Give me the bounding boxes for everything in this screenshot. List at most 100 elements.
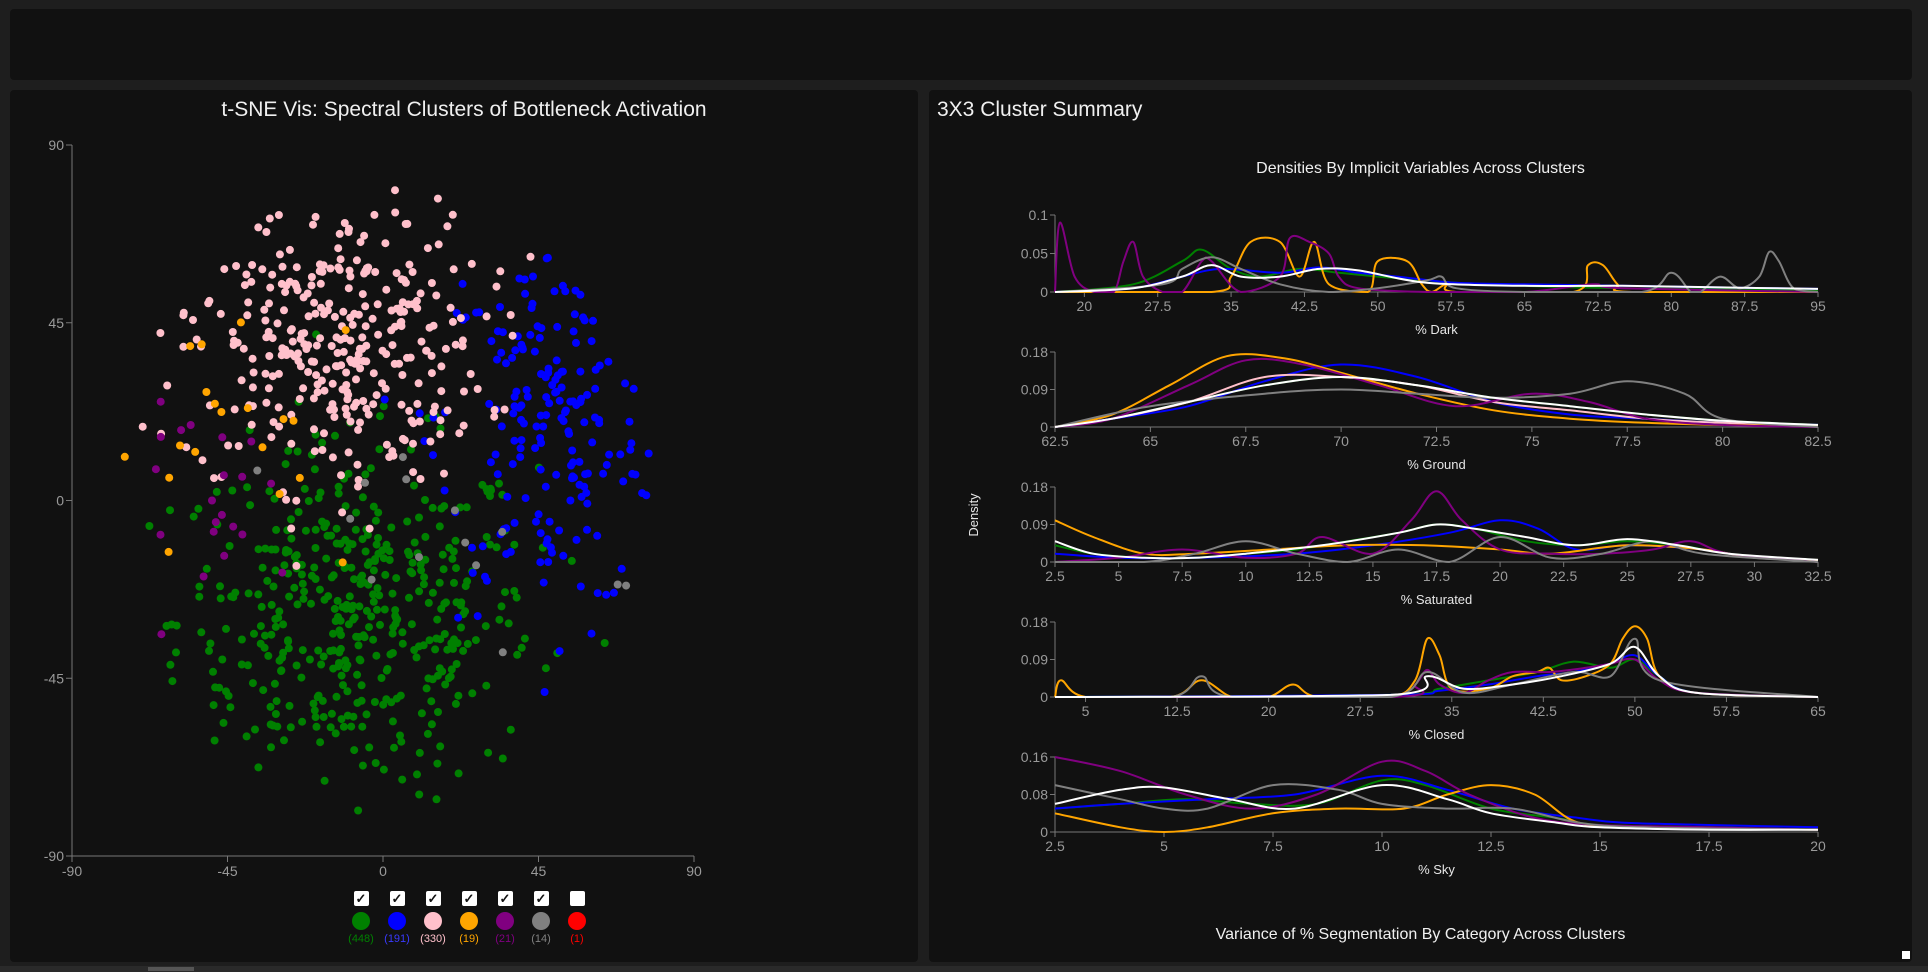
data-point[interactable] <box>435 522 444 531</box>
data-point[interactable] <box>518 343 527 352</box>
data-point[interactable] <box>510 540 519 549</box>
data-point[interactable] <box>388 341 397 350</box>
data-point[interactable] <box>312 371 321 380</box>
data-point[interactable] <box>405 551 414 559</box>
data-point[interactable] <box>326 264 335 273</box>
data-point[interactable] <box>432 291 441 300</box>
data-point[interactable] <box>396 731 404 740</box>
data-point[interactable] <box>331 729 340 738</box>
data-point[interactable] <box>278 568 287 577</box>
data-point[interactable] <box>431 645 440 654</box>
data-point[interactable] <box>391 208 400 217</box>
data-point[interactable] <box>346 313 355 322</box>
data-point[interactable] <box>243 483 252 492</box>
data-point[interactable] <box>358 571 367 580</box>
data-point[interactable] <box>576 367 585 376</box>
data-point[interactable] <box>356 238 365 247</box>
data-point[interactable] <box>487 337 496 346</box>
data-point[interactable] <box>348 540 357 549</box>
data-point[interactable] <box>427 369 436 378</box>
data-point[interactable] <box>602 590 611 599</box>
data-point[interactable] <box>436 742 445 751</box>
legend-color-swatch[interactable] <box>460 912 478 930</box>
data-point[interactable] <box>208 496 216 505</box>
data-point[interactable] <box>229 522 238 531</box>
data-point[interactable] <box>450 506 459 515</box>
data-point[interactable] <box>358 493 367 502</box>
data-point[interactable] <box>587 629 596 638</box>
density-curve[interactable] <box>1054 236 1818 294</box>
data-point[interactable] <box>626 445 635 454</box>
data-point[interactable] <box>331 431 339 440</box>
data-point[interactable] <box>280 561 289 570</box>
data-point[interactable] <box>271 615 280 623</box>
data-point[interactable] <box>275 490 284 498</box>
data-point[interactable] <box>247 420 256 429</box>
data-point[interactable] <box>580 316 589 325</box>
data-point[interactable] <box>260 305 269 314</box>
data-point[interactable] <box>440 599 449 608</box>
data-point[interactable] <box>371 268 380 276</box>
data-point[interactable] <box>206 639 215 648</box>
data-point[interactable] <box>314 646 323 655</box>
data-point[interactable] <box>504 619 513 628</box>
data-point[interactable] <box>490 406 499 414</box>
data-point[interactable] <box>337 631 345 639</box>
data-point[interactable] <box>166 506 174 515</box>
data-point[interactable] <box>268 334 277 343</box>
data-point[interactable] <box>367 575 376 584</box>
data-point[interactable] <box>353 460 362 469</box>
data-point[interactable] <box>457 623 465 632</box>
data-point[interactable] <box>497 422 506 431</box>
data-point[interactable] <box>256 622 265 631</box>
data-point[interactable] <box>568 446 577 455</box>
data-point[interactable] <box>327 531 336 540</box>
data-point[interactable] <box>316 738 325 747</box>
data-point[interactable] <box>511 346 520 355</box>
data-point[interactable] <box>446 672 455 681</box>
data-point[interactable] <box>320 776 329 785</box>
data-point[interactable] <box>266 702 275 711</box>
legend-color-swatch[interactable] <box>388 912 406 930</box>
data-point[interactable] <box>242 732 251 741</box>
data-point[interactable] <box>379 402 388 411</box>
data-point[interactable] <box>343 395 352 404</box>
data-point[interactable] <box>271 566 280 575</box>
data-point[interactable] <box>619 477 628 486</box>
data-point[interactable] <box>352 508 361 517</box>
data-point[interactable] <box>552 356 561 365</box>
data-point[interactable] <box>344 448 353 457</box>
data-point[interactable] <box>593 589 602 598</box>
data-point[interactable] <box>370 557 379 565</box>
data-point[interactable] <box>292 551 301 560</box>
data-point[interactable] <box>270 494 279 503</box>
data-point[interactable] <box>247 437 256 446</box>
data-point[interactable] <box>322 365 331 374</box>
data-point[interactable] <box>604 357 613 366</box>
data-point[interactable] <box>369 597 378 606</box>
data-point[interactable] <box>310 563 319 572</box>
data-point[interactable] <box>311 212 320 221</box>
data-point[interactable] <box>486 492 494 500</box>
data-point[interactable] <box>427 351 436 360</box>
data-point[interactable] <box>385 453 394 461</box>
data-point[interactable] <box>531 444 540 453</box>
data-point[interactable] <box>220 265 229 274</box>
data-point[interactable] <box>318 267 327 276</box>
data-point[interactable] <box>517 436 526 445</box>
data-point[interactable] <box>296 362 305 371</box>
data-point[interactable] <box>382 540 391 549</box>
data-point[interactable] <box>414 379 423 388</box>
data-point[interactable] <box>422 346 431 355</box>
data-point[interactable] <box>284 636 292 645</box>
data-point[interactable] <box>508 460 517 469</box>
data-point[interactable] <box>238 530 247 539</box>
legend-item[interactable]: ✓ (330) <box>418 891 448 945</box>
data-point[interactable] <box>369 590 378 599</box>
data-point[interactable] <box>262 398 271 407</box>
legend-item[interactable]: ✓ (21) <box>490 891 520 945</box>
data-point[interactable] <box>322 519 331 528</box>
data-point[interactable] <box>354 425 363 434</box>
data-point[interactable] <box>535 333 544 342</box>
data-point[interactable] <box>438 550 447 559</box>
